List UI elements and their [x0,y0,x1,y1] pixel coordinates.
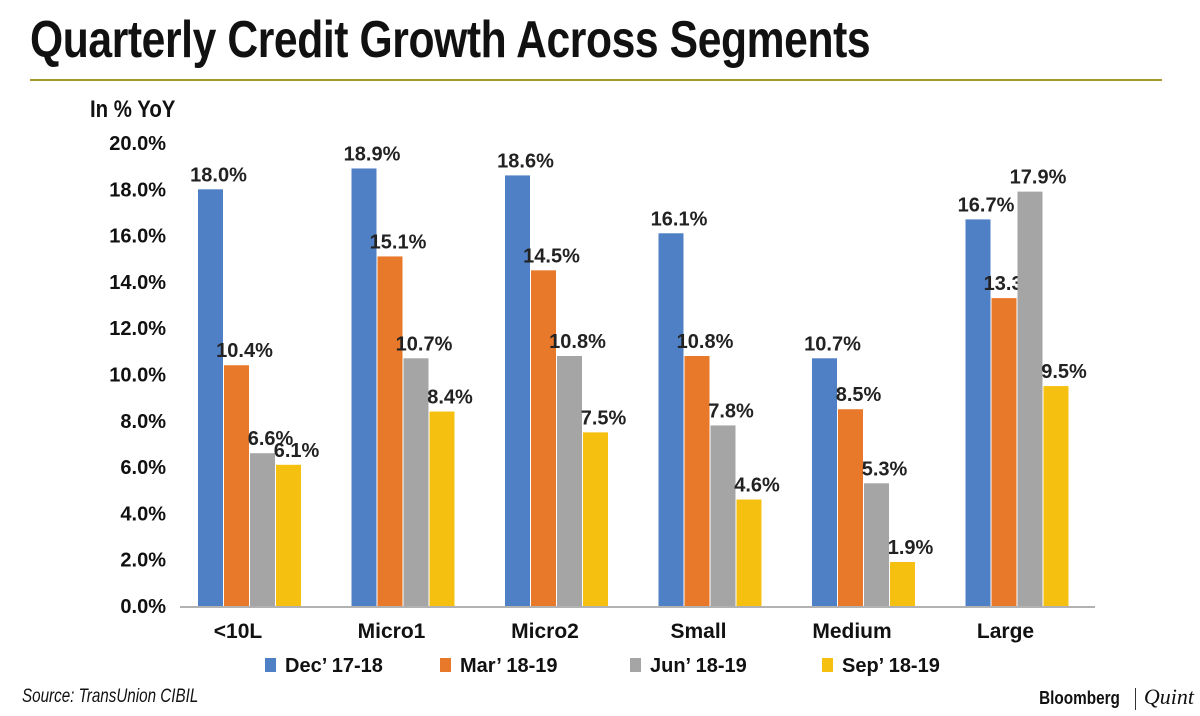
legend-label: Jun’ 18-19 [650,655,747,677]
x-tick-label: <10L [214,620,263,643]
data-label: 8.4% [427,387,473,409]
bar [710,425,736,606]
data-label: 16.7% [958,194,1015,216]
title-rule [30,79,1162,81]
logo-bloomberg: Bloomberg [1038,688,1120,708]
data-label: 10.8% [677,331,734,353]
legend-swatch [630,658,641,672]
data-label: 10.8% [549,331,606,353]
y-tick-label: 10.0% [109,365,166,387]
data-label: 16.1% [651,208,708,230]
bar [403,358,429,606]
logo-quint: Quint [1143,684,1194,709]
bar [429,411,455,606]
data-label: 10.7% [396,333,453,355]
legend-swatch [440,658,451,672]
logo: Bloomberg Quint [1032,684,1194,711]
bar [838,409,863,606]
y-tick-label: 18.0% [109,179,166,201]
data-label: 18.9% [344,143,401,165]
y-tick-label: 12.0% [109,318,166,340]
bar [890,562,915,606]
logo-divider [1134,688,1136,711]
data-label: 10.7% [804,333,861,355]
data-label: 14.5% [523,245,580,267]
bar [198,189,223,607]
data-label: 10.4% [216,340,273,362]
y-axis-label: In % YoY [90,96,176,123]
bar [276,464,301,606]
bar [224,365,249,606]
bar [1017,191,1043,607]
source-note: Source: TransUnion CIBIL [22,686,199,707]
y-tick-label: 0.0% [120,596,166,618]
bar [812,358,837,606]
bar [505,175,530,606]
data-label: 6.1% [274,440,320,462]
x-tick-label: Large [977,620,1034,643]
bar [965,219,991,606]
bar [991,298,1017,606]
x-tick-label: Micro2 [511,620,579,643]
y-tick-label: 2.0% [120,550,166,572]
data-label: 5.3% [862,458,908,480]
data-label: 7.8% [708,400,754,422]
y-tick-label: 4.0% [120,503,166,525]
bar [684,355,710,606]
data-label: 15.1% [370,231,427,253]
data-label: 18.6% [497,150,554,172]
x-tick-label: Micro1 [358,620,426,643]
y-tick-label: 6.0% [120,457,166,479]
bar [864,483,889,606]
x-tick-label: Small [670,620,726,643]
chart-title: Quarterly Credit Growth Across Segments [30,11,871,69]
data-label: 7.5% [581,407,627,429]
data-label: 9.5% [1041,361,1087,383]
legend-swatch [265,658,276,672]
y-tick-label: 16.0% [109,226,166,248]
bar [1043,386,1069,606]
x-tick-label: Medium [812,620,891,643]
data-label: 17.9% [1010,167,1067,189]
data-label: 6.6% [248,428,294,450]
legend-label: Sep’ 18-19 [842,655,940,677]
bar [583,432,608,606]
data-label: 8.5% [836,384,882,406]
legend-label: Mar’ 18-19 [460,655,557,677]
bar [531,270,556,606]
legend-label: Dec’ 17-18 [285,655,383,677]
data-label: 18.0% [190,164,247,186]
bar [736,499,762,606]
bar [658,233,684,606]
data-label: 4.6% [734,475,780,497]
bar [557,355,582,606]
bar [377,256,403,606]
bar [250,453,275,606]
y-tick-label: 8.0% [120,411,166,433]
y-tick-label: 20.0% [109,133,166,155]
bar [351,168,377,606]
y-tick-label: 14.0% [109,272,166,294]
data-label: 1.9% [888,537,934,559]
legend-swatch [822,658,833,672]
